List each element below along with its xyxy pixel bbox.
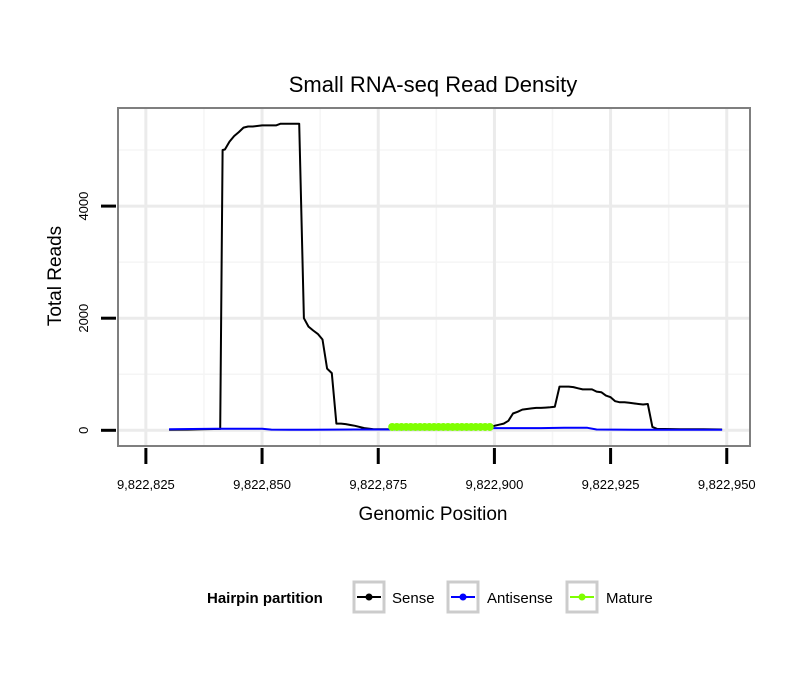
y-tick-label: 2000 [76, 304, 91, 333]
x-tick-label: 9,822,850 [233, 477, 291, 492]
mature-point [485, 422, 494, 431]
x-tick-label: 9,822,875 [349, 477, 407, 492]
legend-dot-antisense [459, 593, 467, 601]
x-tick-label: 9,822,925 [582, 477, 640, 492]
chart-title: Small RNA-seq Read Density [289, 72, 578, 97]
legend-dot-sense [365, 593, 373, 601]
x-tick-label: 9,822,950 [698, 477, 756, 492]
legend: Hairpin partition Sense Antisense Mature [207, 580, 653, 614]
series-layer [169, 122, 723, 431]
legend-label-sense: Sense [392, 590, 435, 607]
x-axis-label: Genomic Position [359, 504, 508, 525]
y-tick-label: 0 [76, 427, 91, 434]
legend-label-mature: Mature [606, 590, 653, 607]
y-axis-label: Total Reads [45, 226, 66, 326]
legend-item-antisense: Antisense [446, 580, 553, 614]
y-tick-label: 4000 [76, 192, 91, 221]
x-tick-label: 9,822,825 [117, 477, 175, 492]
plot-panel-border [117, 107, 751, 447]
legend-dot-mature [578, 593, 586, 601]
legend-label-antisense: Antisense [487, 590, 553, 607]
axes: 9,822,825 9,822,850 9,822,875 9,822,900 9,82… [76, 192, 756, 492]
series-mature [388, 422, 494, 431]
legend-title: Hairpin partition [207, 590, 323, 607]
legend-item-sense: Sense [352, 580, 435, 614]
grid [118, 108, 750, 446]
legend-item-mature: Mature [565, 580, 653, 614]
x-tick-label: 9,822,900 [465, 477, 523, 492]
